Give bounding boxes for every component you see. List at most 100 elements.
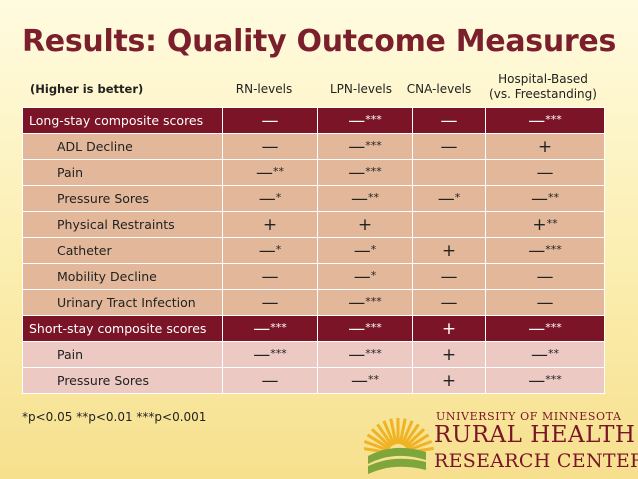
- row-label: Pressure Sores: [22, 185, 223, 212]
- significance-stars: *: [454, 190, 461, 204]
- significance-stars: ***: [545, 320, 562, 334]
- result-cell: —: [485, 289, 605, 316]
- direction-sign: —: [351, 188, 368, 209]
- result-cell: —***: [485, 315, 605, 342]
- result-cell: —***: [222, 341, 318, 368]
- result-cell: —***: [485, 237, 605, 264]
- direction-sign: +: [537, 136, 553, 157]
- significance-stars: **: [546, 216, 558, 230]
- direction-sign: +: [532, 214, 547, 235]
- result-cell: —: [485, 159, 605, 186]
- result-cell: [412, 211, 486, 238]
- result-cell: [412, 159, 486, 186]
- result-cell: +: [412, 315, 486, 342]
- result-cell: —***: [317, 289, 413, 316]
- table-group-row: Long-stay composite scores — —*** — —***: [22, 107, 605, 134]
- significance-stars: ***: [270, 320, 287, 334]
- direction-sign: —: [348, 344, 366, 365]
- direction-sign: —: [261, 266, 279, 287]
- table-row: Mobility Decline — —* — —: [22, 263, 605, 290]
- col-header-lpn: LPN-levels: [329, 82, 392, 96]
- col-header-hospital: Hospital-Based (vs. Freestanding): [478, 72, 608, 102]
- significance-stars: ***: [365, 112, 382, 126]
- result-cell: +**: [485, 211, 605, 238]
- significance-stars: ***: [545, 112, 562, 126]
- direction-sign: —: [440, 136, 458, 157]
- direction-sign: +: [441, 318, 457, 339]
- direction-sign: —: [261, 110, 279, 131]
- direction-sign: —: [348, 318, 366, 339]
- result-cell: —*: [317, 263, 413, 290]
- significance-stars: **: [368, 190, 379, 204]
- result-cell: +: [412, 367, 486, 394]
- direction-sign: —: [528, 370, 546, 391]
- result-cell: —**: [222, 159, 318, 186]
- direction-sign: —: [440, 292, 458, 313]
- result-cell: —***: [317, 107, 413, 134]
- higher-is-better-note: (Higher is better): [30, 82, 144, 96]
- result-cell: —**: [485, 341, 605, 368]
- table-row: Pain —*** —*** + —**: [22, 341, 605, 368]
- significance-stars: **: [548, 346, 559, 360]
- row-label: Pain: [22, 341, 223, 368]
- slide-title: Results: Quality Outcome Measures: [22, 24, 616, 59]
- table-row: Pain —** —*** —: [22, 159, 605, 186]
- result-cell: —: [222, 263, 318, 290]
- result-cell: —: [412, 133, 486, 160]
- logo-university: UNIVERSITY OF MINNESOTA: [436, 410, 622, 423]
- significance-stars: ***: [270, 346, 287, 360]
- direction-sign: —: [261, 136, 279, 157]
- direction-sign: —: [531, 188, 548, 209]
- direction-sign: —: [353, 240, 371, 261]
- significance-stars: *: [275, 242, 282, 256]
- col-header-hospital-line1: Hospital-Based: [498, 72, 588, 86]
- direction-sign: —: [348, 136, 366, 157]
- result-cell: —**: [485, 185, 605, 212]
- result-cell: —*: [222, 185, 318, 212]
- sunrise-fields-icon: [364, 418, 434, 474]
- direction-sign: —: [528, 110, 546, 131]
- result-cell: +: [317, 211, 413, 238]
- significance-stars: ***: [545, 242, 562, 256]
- rhrc-logo: UNIVERSITY OF MINNESOTA RURAL HEALTH RES…: [364, 404, 638, 478]
- significance-stars: ***: [365, 138, 382, 152]
- table-group-row: Short-stay composite scores —*** —*** + —***: [22, 315, 605, 342]
- result-cell: —*: [317, 237, 413, 264]
- result-cell: —***: [222, 315, 318, 342]
- direction-sign: —: [437, 188, 455, 209]
- direction-sign: +: [441, 344, 457, 365]
- direction-sign: +: [441, 240, 457, 261]
- result-cell: —: [222, 133, 318, 160]
- direction-sign: —: [261, 292, 279, 313]
- significance-stars: **: [273, 164, 284, 178]
- result-cell: —: [222, 107, 318, 134]
- row-label: Pain: [22, 159, 223, 186]
- direction-sign: —: [531, 344, 548, 365]
- significance-stars: *: [370, 242, 377, 256]
- result-cell: +: [412, 237, 486, 264]
- results-table: Long-stay composite scores — —*** — —*** ADL …: [22, 107, 605, 394]
- row-label: Catheter: [22, 237, 223, 264]
- direction-sign: —: [253, 344, 271, 365]
- direction-sign: —: [348, 110, 366, 131]
- col-header-rn: RN-levels: [235, 82, 293, 96]
- direction-sign: +: [441, 370, 457, 391]
- direction-sign: —: [536, 266, 554, 287]
- col-header-hospital-line2: (vs. Freestanding): [489, 87, 597, 101]
- direction-sign: +: [357, 214, 373, 235]
- result-cell: —***: [485, 367, 605, 394]
- result-cell: —: [222, 367, 318, 394]
- result-cell: —***: [317, 133, 413, 160]
- direction-sign: —: [528, 318, 546, 339]
- significance-stars: **: [368, 372, 379, 386]
- direction-sign: —: [261, 370, 279, 391]
- table-row: Catheter —* —* + —***: [22, 237, 605, 264]
- table-row: Physical Restraints + + +**: [22, 211, 605, 238]
- result-cell: +: [222, 211, 318, 238]
- row-label: Mobility Decline: [22, 263, 223, 290]
- table-row: ADL Decline — —*** — +: [22, 133, 605, 160]
- significance-stars: ***: [365, 320, 382, 334]
- result-cell: +: [485, 133, 605, 160]
- result-cell: —**: [317, 367, 413, 394]
- row-label: Urinary Tract Infection: [22, 289, 223, 316]
